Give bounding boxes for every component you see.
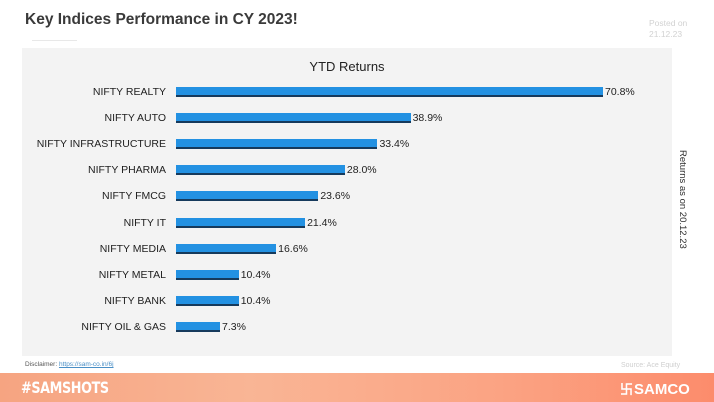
brand-name: SAMCO — [634, 381, 690, 398]
category-label: NIFTY IT — [123, 216, 166, 229]
posted-date: Posted on 21.12.23 — [649, 18, 687, 40]
hashtag: #SAMSHOTS — [21, 378, 109, 397]
category-label: NIFTY REALTY — [92, 86, 166, 98]
posted-value: 21.12.23 — [649, 29, 683, 39]
bar — [176, 139, 378, 150]
bar-row: NIFTY METAL 10.4% — [22, 267, 672, 283]
bar — [176, 243, 277, 254]
bar-row: NIFTY IT 21.4% — [22, 215, 672, 231]
bar-row: NIFTY REALTY 70.8% — [22, 84, 672, 100]
bar-row: NIFTY PHARMA 28.0% — [22, 162, 672, 178]
bar — [176, 217, 306, 228]
value-label: 7.3% — [222, 320, 246, 333]
value-label: 21.4% — [307, 216, 337, 229]
bar — [176, 191, 319, 202]
value-label: 33.4% — [379, 138, 410, 151]
bar — [176, 295, 239, 306]
source-note: Source: Ace Equity — [621, 362, 681, 369]
chart-panel: YTD Returns NIFTY REALTY 70.8% NIFTY AUTO 3… — [22, 48, 672, 356]
category-label: NIFTY BANK — [104, 294, 166, 307]
posted-label: Posted on — [649, 18, 688, 28]
bar-row: NIFTY FMCG 23.6% — [22, 188, 672, 204]
category-label: NIFTY PHARMA — [88, 164, 166, 177]
title-divider — [32, 40, 77, 41]
chart-title: YTD Returns — [309, 59, 385, 74]
category-label: NIFTY FMCG — [102, 190, 166, 203]
brand-logo: 卐SAMCO — [620, 379, 690, 398]
value-label: 38.9% — [412, 112, 443, 125]
category-label: NIFTY OIL & GAS — [81, 320, 166, 333]
bar-row: NIFTY AUTO 38.9% — [22, 110, 672, 126]
category-label: NIFTY INFRASTRUCTURE — [36, 138, 166, 151]
category-label: NIFTY METAL — [98, 268, 166, 281]
bar-row: NIFTY BANK 10.4% — [22, 293, 672, 309]
disclaimer-label: Disclaimer: — [25, 361, 58, 368]
bar — [176, 165, 345, 176]
category-label: NIFTY MEDIA — [99, 242, 166, 255]
value-label: 10.4% — [240, 294, 271, 307]
samco-logo-icon: 卐 — [620, 382, 634, 397]
value-label: 10.4% — [240, 268, 271, 281]
disclaimer-link[interactable]: https://sam-co.in/6j — [58, 361, 114, 368]
category-label: NIFTY AUTO — [104, 112, 166, 125]
returns-date-note: Returns as on 20.12.23 — [676, 150, 690, 260]
bar — [176, 87, 603, 97]
footer-banner: #SAMSHOTS 卐SAMCO — [0, 373, 714, 402]
returns-date-text: Returns as on 20.12.23 — [677, 150, 688, 249]
bar-row: NIFTY OIL & GAS 7.3% — [22, 319, 672, 335]
bar — [176, 321, 221, 332]
value-label: 70.8% — [605, 86, 635, 98]
bar-row: NIFTY MEDIA 16.6% — [22, 241, 672, 257]
value-label: 23.6% — [320, 190, 351, 203]
value-label: 28.0% — [346, 164, 377, 177]
bar — [176, 269, 239, 280]
value-label: 16.6% — [278, 242, 308, 255]
bar — [176, 113, 411, 124]
disclaimer: Disclaimer: https://sam-co.in/6j — [25, 361, 114, 368]
bar-row: NIFTY INFRASTRUCTURE 33.4% — [22, 136, 672, 152]
page-title: Key Indices Performance in CY 2023! — [25, 11, 298, 28]
